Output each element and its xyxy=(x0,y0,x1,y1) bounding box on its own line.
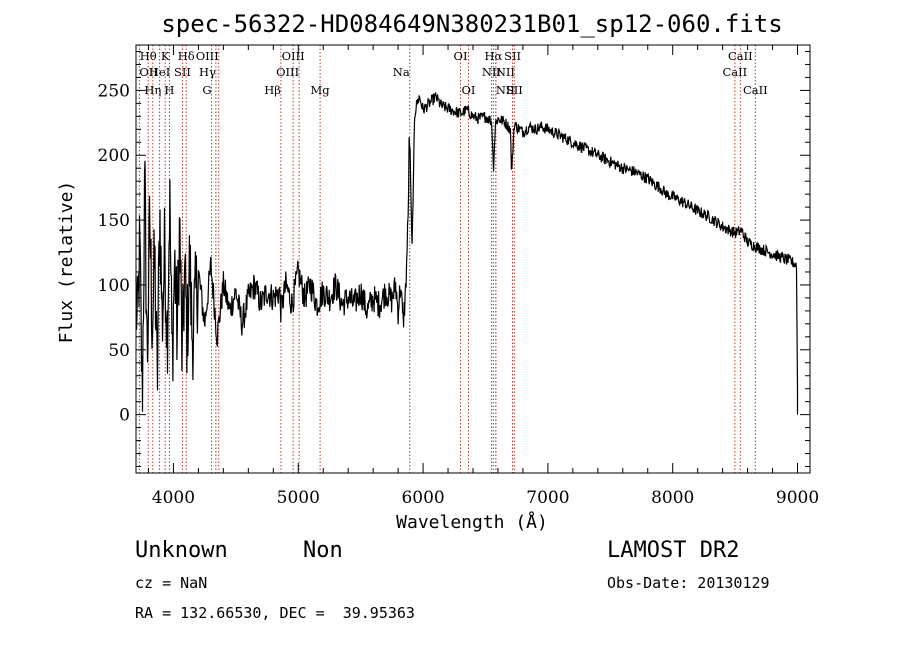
y-tick-label: 200 xyxy=(98,146,130,166)
survey-name: LAMOST DR2 xyxy=(607,538,740,563)
y-tick-label: 100 xyxy=(98,276,130,296)
plot-frame xyxy=(135,44,811,474)
x-tick-label: 8000 xyxy=(651,488,694,508)
line-marker-label: Hα xyxy=(484,49,502,63)
x-tick-label: 9000 xyxy=(776,488,819,508)
y-tick-label: 250 xyxy=(98,81,130,101)
line-marker-label: CaII xyxy=(722,65,747,79)
line-marker-label: NII xyxy=(496,83,515,97)
line-marker-label: SII xyxy=(506,83,523,97)
line-marker-label: NII xyxy=(496,65,515,79)
line-marker-label: Na xyxy=(393,65,410,79)
y-tick-label: 50 xyxy=(108,341,130,361)
line-marker-label: NII xyxy=(482,65,501,79)
y-tick-label: 0 xyxy=(119,406,130,426)
line-marker-label: HeI xyxy=(149,65,170,79)
line-marker-label: CaII xyxy=(728,49,753,63)
line-marker-label: CaII xyxy=(743,83,768,97)
line-marker-label: OII xyxy=(139,65,158,79)
object-class: Unknown xyxy=(135,538,228,563)
chart-title: spec-56322-HD084649N380231B01_sp12-060.f… xyxy=(161,10,782,38)
x-tick-label: 7000 xyxy=(526,488,569,508)
line-marker-label: Hη xyxy=(144,83,161,97)
y-axis-label: Flux (relative) xyxy=(56,181,77,344)
x-axis-label: Wavelength (Å) xyxy=(396,511,548,533)
y-axis-ticks: 0 50 100 150 200 250 xyxy=(98,50,810,468)
line-marker-label: OIII xyxy=(282,49,305,63)
y-tick-label: 150 xyxy=(98,211,130,231)
line-marker-label: K xyxy=(161,49,170,63)
observation-date: Obs-Date: 20130129 xyxy=(607,574,770,592)
line-marker-label: Hδ xyxy=(178,49,195,63)
line-marker-label: H xyxy=(164,83,174,97)
line-marker-label: Hβ xyxy=(264,83,281,97)
x-tick-label: 4000 xyxy=(152,488,195,508)
line-marker-label: G xyxy=(202,83,211,97)
coordinates: RA = 132.66530, DEC = 39.95363 xyxy=(135,604,415,622)
line-marker-label: OIII xyxy=(196,49,219,63)
line-marker-label: Hθ xyxy=(140,49,157,63)
redshift-cz: cz = NaN xyxy=(135,574,208,592)
line-marker-label: OIII xyxy=(276,65,299,79)
line-marker-label: OI xyxy=(454,49,468,63)
x-tick-label: 6000 xyxy=(401,488,444,508)
object-subclass: Non xyxy=(303,538,343,563)
x-axis-ticks: 4000 5000 6000 7000 8000 9000 xyxy=(147,45,819,508)
line-marker-label: SII xyxy=(174,65,191,79)
line-marker-label: SII xyxy=(504,49,521,63)
line-marker-label: Hγ xyxy=(199,65,216,79)
spectrum-series-line xyxy=(135,92,799,415)
x-tick-label: 5000 xyxy=(277,488,320,508)
line-marker-label: OI xyxy=(462,83,476,97)
line-marker-label: Mg xyxy=(311,83,331,97)
